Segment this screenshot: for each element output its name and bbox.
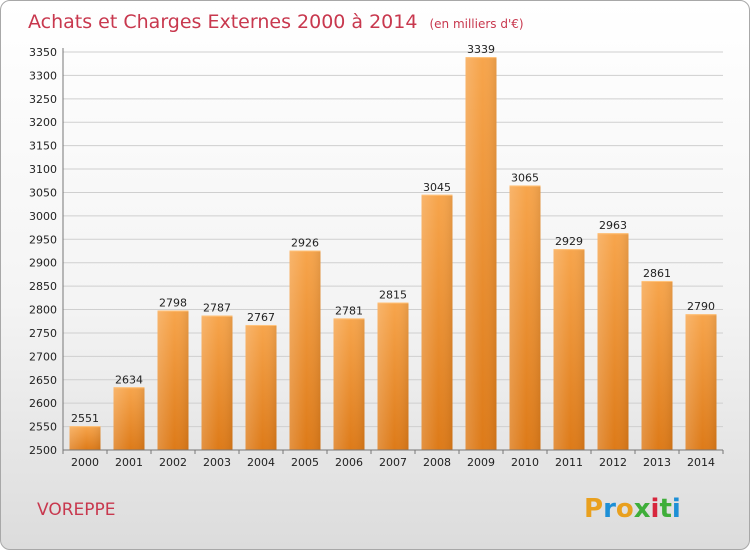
y-tick-label: 2500 — [29, 444, 57, 457]
bar-2013: 2861 — [641, 267, 673, 450]
x-tick-label: 2004 — [247, 456, 275, 469]
y-tick-label: 2650 — [29, 374, 57, 387]
x-tick-label: 2000 — [71, 456, 99, 469]
bar-shine — [641, 280, 673, 450]
bar-2005: 2926 — [289, 237, 321, 450]
bar-2006: 2781 — [333, 304, 365, 450]
y-axis: 2500 2550 2600 2650 2700 2750 2800 2850 2900 2950… — [29, 46, 64, 457]
y-tick-label: 2850 — [29, 280, 57, 293]
y-tick-label: 3250 — [29, 93, 57, 106]
y-tick-label: 2950 — [29, 233, 57, 246]
x-tick-label: 2010 — [511, 456, 539, 469]
y-tick-label: 2600 — [29, 397, 57, 410]
bar-2011: 2929 — [553, 235, 585, 450]
x-tick-label: 2011 — [555, 456, 583, 469]
bar-2008: 3045 — [421, 181, 453, 450]
logo-letter: x — [634, 494, 651, 524]
bar-shine — [245, 324, 277, 450]
y-tick-label: 3100 — [29, 163, 57, 176]
bar-shine — [69, 426, 101, 450]
value-label: 2787 — [203, 302, 231, 315]
bar-2000: 2551 — [69, 412, 101, 450]
value-label: 2815 — [379, 289, 407, 302]
x-tick-label: 2012 — [599, 456, 627, 469]
y-tick-label: 2750 — [29, 327, 57, 340]
value-label: 2634 — [115, 373, 143, 386]
bar-shine — [289, 250, 321, 450]
y-tick-label: 3000 — [29, 210, 57, 223]
bars: 2551 2634 2798 2787 2767 2926 2781 2815 3045 3339… — [69, 43, 717, 451]
bar-shine — [377, 302, 409, 450]
value-label: 2798 — [159, 296, 187, 309]
bar-shine — [553, 249, 585, 450]
y-tick-label: 3050 — [29, 186, 57, 199]
x-tick-label: 2013 — [643, 456, 671, 469]
value-label: 2781 — [335, 304, 363, 317]
x-tick-label: 2001 — [115, 456, 143, 469]
commune-label: VOREPPE — [37, 500, 116, 520]
bar-shine — [421, 194, 453, 450]
value-label: 2790 — [687, 300, 715, 313]
y-tick-label: 3300 — [29, 69, 57, 82]
value-label: 2861 — [643, 267, 671, 280]
bar-2010: 3065 — [509, 171, 541, 450]
bar-shine — [509, 185, 541, 450]
x-tick-label: 2014 — [687, 456, 715, 469]
y-tick-label: 3350 — [29, 46, 57, 59]
x-tick-label: 2005 — [291, 456, 319, 469]
bar-2003: 2787 — [201, 302, 233, 450]
y-tick-label: 2550 — [29, 421, 57, 434]
y-tick-label: 2700 — [29, 350, 57, 363]
logo-letter: i — [672, 494, 681, 524]
x-tick-label: 2003 — [203, 456, 231, 469]
bar-shine — [465, 57, 497, 451]
logo-letter: r — [603, 494, 616, 524]
logo-letter: t — [659, 494, 671, 524]
bar-2004: 2767 — [245, 311, 277, 450]
x-tick-label: 2009 — [467, 456, 495, 469]
y-tick-label: 3200 — [29, 116, 57, 129]
logo-letter: o — [616, 494, 634, 524]
x-axis: 2000 2001 2002 2003 2004 2005 2006 2007 2008 2009… — [62, 449, 724, 469]
bar-2009: 3339 — [465, 43, 497, 451]
y-tick-label: 2900 — [29, 257, 57, 270]
x-tick-label: 2002 — [159, 456, 187, 469]
value-label: 2963 — [599, 219, 627, 232]
bar-2001: 2634 — [113, 373, 145, 450]
bar-shine — [201, 315, 233, 450]
bar-2014: 2790 — [685, 300, 717, 450]
bar-shine — [597, 233, 629, 450]
bar-shine — [685, 314, 717, 450]
y-tick-label: 2800 — [29, 304, 57, 317]
logo-letter: P — [584, 494, 603, 524]
x-tick-label: 2007 — [379, 456, 407, 469]
value-label: 2767 — [247, 311, 275, 324]
bar-shine — [157, 310, 189, 450]
x-tick-label: 2008 — [423, 456, 451, 469]
value-label: 2551 — [71, 412, 99, 425]
value-label: 3045 — [423, 181, 451, 194]
value-label: 2926 — [291, 237, 319, 250]
bar-2012: 2963 — [597, 219, 629, 450]
proxiti-logo[interactable]: Proxiti — [584, 494, 681, 524]
logo-letter: i — [651, 494, 660, 524]
bar-shine — [113, 387, 145, 450]
value-label: 2929 — [555, 235, 583, 248]
x-tick-label: 2006 — [335, 456, 363, 469]
bar-2002: 2798 — [157, 296, 189, 450]
value-label: 3339 — [467, 43, 495, 56]
y-tick-label: 3150 — [29, 140, 57, 153]
bar-2007: 2815 — [377, 289, 409, 450]
bar-shine — [333, 318, 365, 450]
value-label: 3065 — [511, 171, 539, 184]
chart-title: Achats et Charges Externes 2000 à 2014 (e… — [28, 11, 524, 33]
